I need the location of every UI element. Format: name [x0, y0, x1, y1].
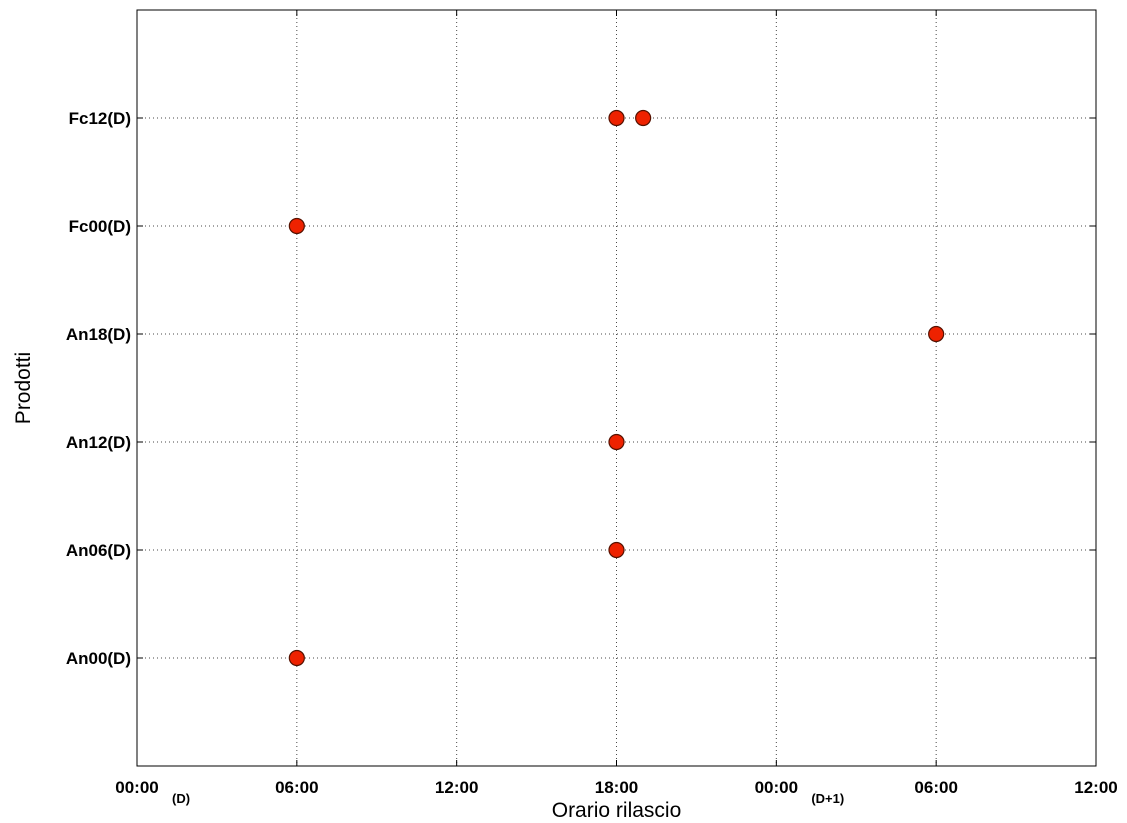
x-tick-label: 00:00: [115, 778, 158, 797]
x-tick-label: 12:00: [435, 778, 478, 797]
y-tick-label: An06(D): [66, 541, 131, 560]
x-axis-title: Orario rilascio: [552, 799, 682, 822]
data-point: [288, 649, 305, 667]
data-point: [608, 109, 625, 127]
x-tick-label: 00:00: [755, 778, 798, 797]
day-marker-label: (D): [172, 791, 190, 806]
y-tick-label: Fc12(D): [69, 109, 131, 128]
y-axis-ticks: An00(D) An06(D) An12(D) An18(D) Fc00(D) Fc12(…: [66, 109, 1096, 668]
x-axis-ticks: 00:00 06:00 12:00 18:00 00:00 06:00 12:00 (D) (D…: [115, 10, 1118, 806]
data-points: [288, 109, 945, 667]
y-tick-label: An00(D): [66, 649, 131, 668]
data-point: [635, 109, 652, 127]
data-point: [288, 217, 305, 235]
y-tick-label: An12(D): [66, 433, 131, 452]
x-tick-label: 12:00: [1074, 778, 1117, 797]
y-tick-label: Fc00(D): [69, 217, 131, 236]
x-tick-label: 18:00: [595, 778, 638, 797]
day-marker-label: (D+1): [811, 791, 844, 806]
data-point: [608, 541, 625, 559]
data-point: [928, 325, 945, 343]
x-tick-label: 06:00: [914, 778, 957, 797]
y-axis-title: Prodotti: [12, 352, 35, 424]
data-point: [608, 433, 625, 451]
y-tick-label: An18(D): [66, 325, 131, 344]
x-tick-label: 06:00: [275, 778, 318, 797]
